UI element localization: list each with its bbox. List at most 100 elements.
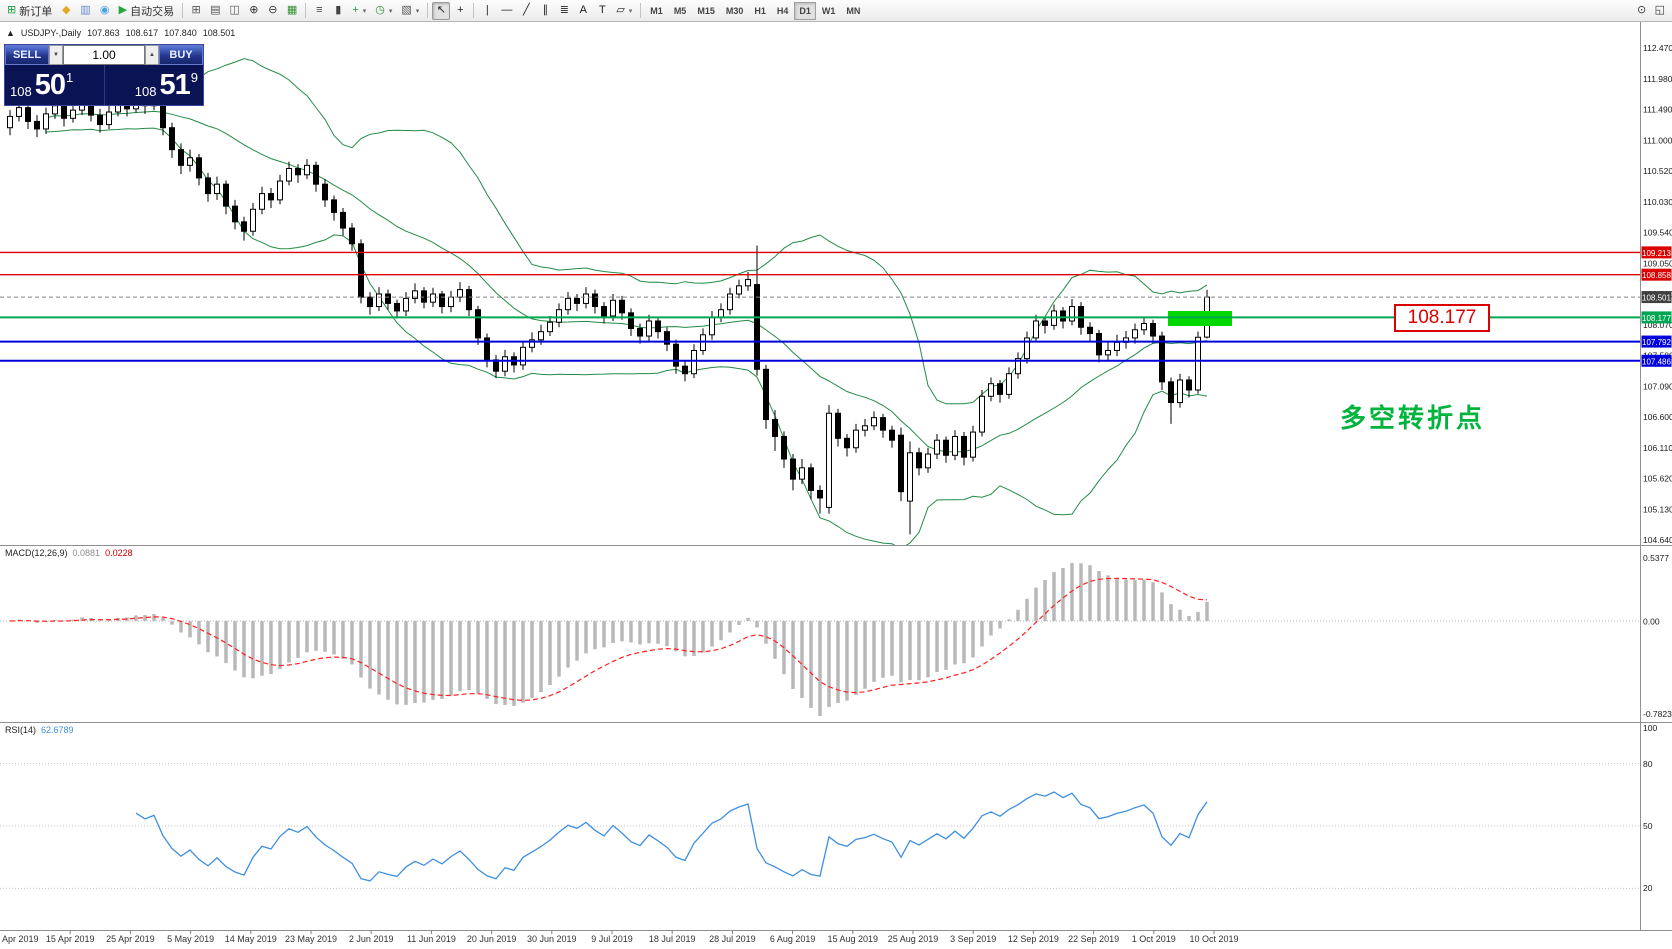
date-label: 30 Jun 2019 — [527, 934, 577, 944]
buy-button[interactable]: BUY — [159, 45, 203, 65]
price-axis-label: 108.070 — [1643, 320, 1672, 330]
cursor-icon-button[interactable]: ↖ — [432, 1, 451, 20]
timeframe-m5-button[interactable]: M5 — [669, 2, 692, 20]
candle — [1042, 317, 1048, 334]
separator-4 — [473, 3, 475, 18]
candle — [637, 323, 643, 344]
trendline-icon-button[interactable]: ╱ — [517, 2, 535, 20]
candle — [367, 292, 373, 315]
candle-body-bull — [979, 395, 985, 433]
candle-body-bear — [592, 293, 598, 308]
text-icon-button[interactable]: A — [574, 2, 592, 20]
candle — [466, 285, 472, 316]
date-label: 14 May 2019 — [225, 934, 277, 944]
price-axis-label: 109.050 — [1643, 258, 1672, 268]
candle — [736, 279, 742, 299]
candle — [412, 283, 418, 304]
support-line-107792-tag: 107.792 — [1641, 335, 1672, 348]
tile-windows-icon-button[interactable]: ▤ — [206, 2, 224, 20]
ask-price[interactable]: 108 51 9 — [103, 65, 204, 105]
horizontal-line-icon-button[interactable]: — — [497, 2, 516, 20]
breakout-highlight-rect[interactable] — [1168, 311, 1232, 326]
candle-body-bull — [502, 356, 508, 372]
candle — [862, 418, 868, 437]
autotrading-button[interactable]: ▶ 自动交易 — [115, 2, 178, 20]
bid-price-main: 50 — [34, 69, 66, 101]
volume-up-spinner[interactable]: ▲ — [145, 45, 159, 65]
price-axis-label: 106.110 — [1643, 443, 1672, 453]
market-watch-icon-button[interactable]: ▥ — [76, 2, 94, 20]
date-label: 2 Jun 2019 — [349, 934, 394, 944]
candlestick-chart-icon-button[interactable]: ▮ — [329, 2, 347, 20]
mql-market-icon-button[interactable]: ◆ — [57, 2, 75, 20]
candle — [1141, 317, 1147, 335]
candle-body-bear — [943, 439, 949, 456]
timeframe-m15-button[interactable]: M15 — [692, 2, 720, 20]
candle-body-bull — [214, 183, 220, 195]
grid-icon-button[interactable]: ▦ — [283, 2, 301, 20]
shapes-icon-button-caret-icon: ▾ — [628, 7, 633, 15]
candle-body-bull — [610, 299, 616, 317]
templates-icon-button[interactable]: ▧ ▾ — [397, 2, 423, 20]
timeframe-h4-button[interactable]: H4 — [772, 2, 794, 20]
periods-icon-button[interactable]: ◷ ▾ — [371, 2, 396, 20]
indicators-icon-button[interactable]: + ▾ — [348, 2, 370, 20]
candle-body-bull — [934, 439, 940, 455]
bar-chart-icon-button[interactable]: ≡ — [310, 2, 328, 20]
bollinger-middle-band — [45, 110, 1208, 453]
candle-body-bull — [403, 297, 409, 312]
candle-body-bear — [340, 211, 346, 229]
volume-down-spinner[interactable]: ▼ — [49, 45, 63, 65]
candle-body-bull — [727, 293, 733, 311]
candle — [1096, 329, 1102, 363]
shapes-icon-button[interactable]: ▱ ▾ — [612, 2, 636, 20]
bid-price[interactable]: 108 50 1 — [5, 65, 104, 105]
text-label-icon-button[interactable]: T — [593, 2, 611, 20]
data-window-icon-button[interactable]: ◉ — [96, 2, 114, 20]
candle — [430, 287, 436, 308]
new-order-button[interactable]: ⊞ 新订单 — [3, 2, 56, 20]
cascade-windows-icon-button[interactable]: ◫ — [226, 2, 244, 20]
candle — [565, 292, 571, 315]
sell-button[interactable]: SELL — [5, 45, 49, 65]
candle-body-bull — [862, 425, 868, 431]
timeframe-m1-button[interactable]: M1 — [645, 2, 668, 20]
turning-point-text[interactable]: 多空转折点 — [1340, 403, 1486, 433]
panel-icon-button[interactable]: ◱ — [1651, 2, 1669, 20]
volume-input[interactable] — [63, 45, 145, 65]
date-label: 1 Oct 2019 — [1132, 934, 1176, 944]
candle — [331, 195, 337, 221]
crosshair-icon-button[interactable]: + — [451, 2, 469, 20]
market-watch-icon-glyph: ▥ — [80, 4, 91, 16]
zoom-out-icon-button[interactable]: ⊖ — [264, 2, 282, 20]
vertical-line-icon-button[interactable]: | — [478, 2, 496, 20]
timeframe-d1-button[interactable]: D1 — [794, 1, 816, 20]
timeframe-w1-button[interactable]: W1 — [817, 2, 841, 20]
candle-body-bull — [736, 285, 742, 295]
zoom-in-icon-button[interactable]: ⊕ — [245, 2, 263, 20]
timeframe-mn-button[interactable]: MN — [841, 2, 865, 20]
candle-body-bear — [25, 107, 31, 122]
candle — [592, 289, 598, 314]
new-chart-icon-button[interactable]: ⊞ — [187, 2, 205, 20]
price-level-callout[interactable]: 108.177 — [1394, 304, 1490, 332]
candle-body-bear — [754, 284, 760, 370]
candle — [1015, 352, 1021, 379]
candle — [502, 349, 508, 377]
date-axis[interactable]: Apr 2019 15 Apr 2019 25 Apr 2019 5 May 2019… — [2, 930, 1239, 944]
chart-background[interactable] — [0, 22, 1672, 949]
candle-body-bear — [61, 105, 67, 119]
candle-body-bear — [844, 437, 850, 449]
timeframe-m30-button[interactable]: M30 — [721, 2, 749, 20]
fibonacci-icon-button[interactable]: ≣ — [555, 2, 573, 20]
price-tag-text: 108.177 — [1642, 314, 1671, 323]
timeframe-h1-button[interactable]: H1 — [749, 2, 771, 20]
search-icon-button[interactable]: ⊙ — [1633, 2, 1651, 20]
collapse-panel-icon[interactable]: ▲ — [6, 28, 15, 38]
candle — [808, 463, 814, 500]
candle-body-bear — [322, 183, 328, 201]
channel-icon-button[interactable]: ∥ — [536, 2, 554, 20]
candle-body-bear — [394, 302, 400, 312]
